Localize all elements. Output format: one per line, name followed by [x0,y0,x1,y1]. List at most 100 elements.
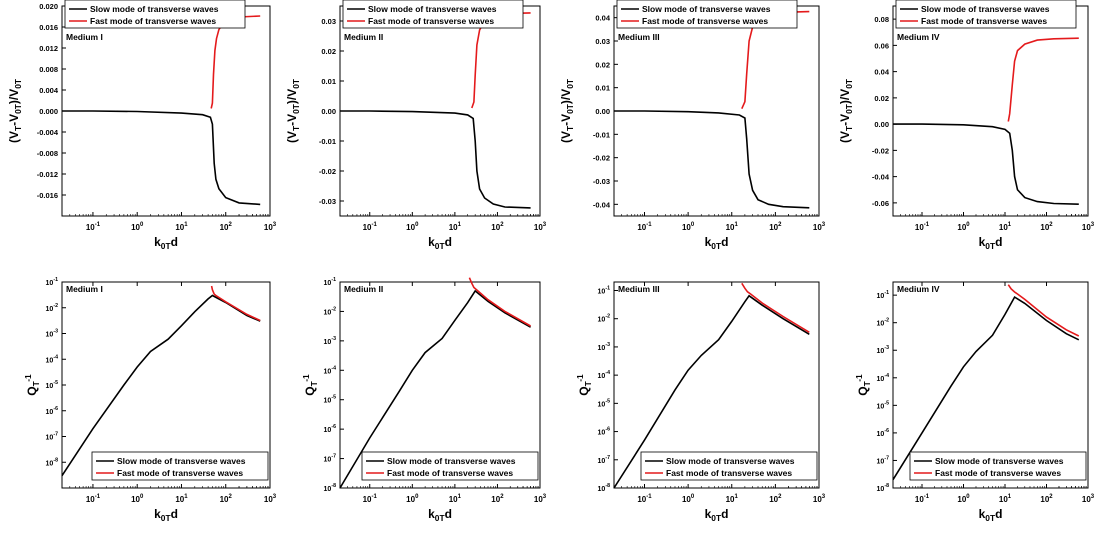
y-tick-label: 0.01 [595,84,610,93]
legend-box [909,451,1087,481]
y-tick-label: 0.03 [321,17,336,26]
y-axis-label: QT-1 [854,374,872,396]
y-tick-label: 0.00 [874,120,889,129]
y-tick-label: 0.02 [595,60,610,69]
y-axis-label: QT-1 [23,374,41,396]
y-tick-label: 0.02 [321,47,336,56]
y-tick-label: 10-6 [324,424,337,434]
legend-box [895,0,1077,29]
y-tick-label: 10-5 [877,400,890,410]
x-tick-label: 10-1 [363,494,378,504]
x-tick-label: 100 [406,222,419,232]
slow-mode-line [339,289,531,489]
y-tick-label: 0.02 [874,94,889,103]
y-tick-label: -0.03 [319,197,336,206]
legend-label-fast: Fast mode of transverse waves [921,16,1047,26]
y-tick-label: 10-4 [598,370,611,380]
y-tick-label: 0.03 [595,37,610,46]
y-tick-label: 10-8 [877,483,890,493]
y-tick-label: 0.01 [321,77,336,86]
legend-label-fast: Fast mode of transverse waves [935,468,1061,478]
x-tick-label: 102 [491,222,504,232]
y-tick-label: 10-1 [877,290,890,300]
panel-label: Medium II [344,284,383,294]
x-tick-label: 103 [264,222,277,232]
x-tick-label: 101 [999,494,1012,504]
y-tick-label: 0.004 [39,86,59,95]
x-tick-label: 100 [957,494,970,504]
y-tick-label: 0.04 [595,14,610,23]
y-tick-label: 10-7 [324,454,337,464]
x-tick-label: 102 [491,494,504,504]
fast-mode-line [210,15,261,109]
legend-label-slow: Slow mode of transverse waves [666,456,795,466]
panel-label: Medium I [66,32,103,42]
y-axis-label: (VT-V0T)/V0T [285,78,301,143]
slow-mode-line [340,110,531,209]
x-tick-label: 101 [449,494,462,504]
y-tick-label: -0.02 [593,154,610,163]
x-axis-label: k0Td [154,507,178,523]
y-tick-label: 0.020 [39,2,58,11]
y-tick-label: -0.04 [593,200,611,209]
panel-label: Medium III [618,284,660,294]
x-tick-label: 102 [220,494,233,504]
y-axis-label: (VT-V0T)/V0T [559,78,575,143]
legend: Slow mode of transverse waves Fast mode o… [640,451,818,481]
x-axis-label: k0Td [428,235,452,251]
y-tick-label: 10-1 [324,277,337,287]
slow-mode-line [892,295,1080,481]
slow-mode-line [613,294,810,489]
y-tick-label: 0.00 [595,107,610,116]
chart-panel-bottom-3: 10-1 100 101 102 103 10-1 10-2 10-3 10-4 10-5 10-6… [575,281,826,523]
x-tick-label: 10-1 [86,222,101,232]
legend: Slow mode of transverse waves Fast mode o… [91,451,269,481]
y-tick-label: 0.06 [874,41,889,50]
y-tick-label: 10-5 [324,395,337,405]
y-tick-label: 10-3 [877,345,890,355]
x-tick-label: 10-1 [637,222,652,232]
y-tick-label: -0.01 [593,130,610,139]
chart-panel-top-1: 10-1 100 101 102 103 0.020 0.016 0.012 0.008 0.00… [7,0,277,251]
x-tick-label: 103 [1082,222,1095,232]
x-tick-label: 100 [957,222,970,232]
y-tick-label: -0.008 [37,149,58,158]
legend-box [64,0,246,29]
x-tick-label: 100 [131,222,144,232]
x-tick-label: 10-1 [915,222,930,232]
plot-frame [892,281,1089,489]
legend-label-fast: Fast mode of transverse waves [666,468,792,478]
x-tick-label: 100 [682,222,695,232]
y-tick-label: 10-4 [46,354,59,364]
y-tick-label: -0.012 [37,170,58,179]
legend-label-fast: Fast mode of transverse waves [90,16,216,26]
slow-mode-line [893,123,1079,205]
legend-box [640,451,818,481]
y-tick-label: 10-3 [598,342,611,352]
y-tick-label: 10-6 [46,406,59,416]
y-tick-label: -0.02 [319,167,336,176]
panel-label: Medium I [66,284,103,294]
x-tick-label: 101 [999,222,1012,232]
x-tick-label: 100 [682,494,695,504]
legend: Slow mode of transverse waves Fast mode o… [616,0,798,29]
x-tick-label: 103 [264,494,277,504]
x-tick-label: 101 [726,494,739,504]
y-tick-label: -0.06 [872,199,889,208]
y-tick-label: 10-5 [46,380,59,390]
y-axis-label: QT-1 [575,374,593,396]
legend-label-slow: Slow mode of transverse waves [117,456,246,466]
y-tick-label: -0.01 [319,137,336,146]
x-axis-label: k0Td [705,235,729,251]
y-axis-label: (VT-V0T)/V0T [838,78,854,143]
y-tick-label: 10-8 [324,483,337,493]
legend-label-fast: Fast mode of transverse waves [642,16,768,26]
y-tick-label: 10-2 [598,314,611,324]
y-tick-label: 10-3 [46,329,59,339]
x-tick-label: 103 [534,494,547,504]
y-tick-label: 10-8 [598,483,611,493]
chart-panel-top-4: 10-1 100 101 102 103 0.08 0.06 0.04 0.02 0.00 -0.0… [838,0,1095,251]
y-tick-label: 10-6 [877,428,890,438]
legend-label-slow: Slow mode of transverse waves [642,4,771,14]
y-tick-label: 10-7 [46,432,59,442]
